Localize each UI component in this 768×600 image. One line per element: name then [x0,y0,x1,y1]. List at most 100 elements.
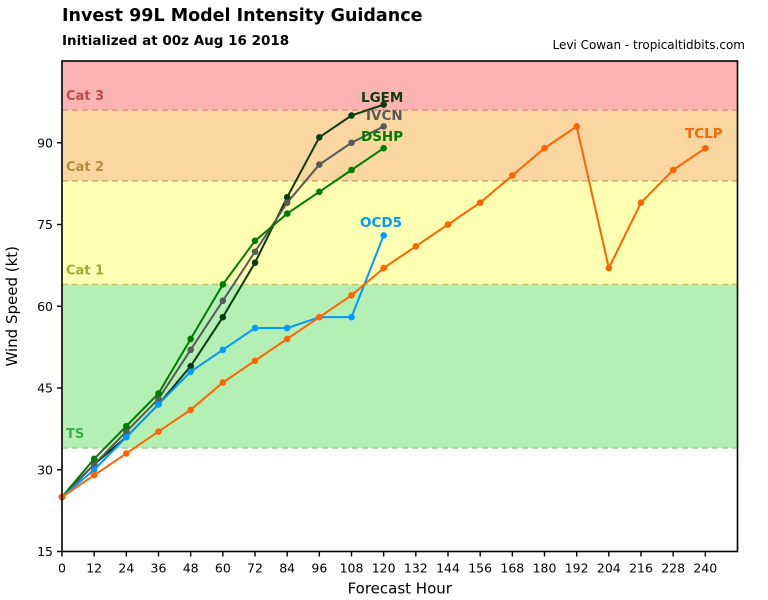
data-point [348,292,355,299]
y-tick-label: 45 [37,381,53,396]
data-point [380,232,387,239]
x-tick-label: 156 [468,561,492,576]
band-label-cat-2: Cat 2 [66,160,104,175]
data-point [251,259,259,266]
data-point [155,390,162,397]
data-point [283,335,291,343]
data-point [316,161,323,168]
data-point [348,139,355,147]
x-tick-label: 240 [693,561,717,576]
x-tick-label: 168 [500,561,524,576]
data-point [187,406,194,414]
band-cat-2 [62,110,738,181]
data-point [251,357,259,365]
band-cat-3 [62,61,738,111]
data-point [90,461,98,468]
data-point [90,455,98,463]
y-tick-label: 90 [37,135,53,150]
data-point [380,144,387,152]
x-tick-label: 108 [340,561,364,576]
x-tick-label: 96 [311,561,327,576]
data-point [348,112,355,119]
data-point [380,101,387,108]
data-point [444,221,452,228]
data-point [155,401,162,408]
series-label-lgem: LGEM [361,90,403,106]
y-axis-label: Wind Speed (kt) [3,246,21,367]
credit-text: Levi Cowan - tropicaltidbits.com [552,38,745,52]
data-point [219,379,227,386]
band-label-cat-1: Cat 1 [66,263,104,278]
data-point [123,422,130,430]
data-point [380,123,387,130]
data-point [283,193,291,201]
band-label-ts: TS [66,427,84,442]
y-tick-label: 30 [37,462,53,477]
y-tick-label: 15 [37,544,53,559]
data-point [509,172,516,179]
data-point [219,313,227,321]
band-cat-1 [62,180,738,285]
data-point [123,450,130,457]
chart-title: Invest 99L Model Intensity Guidance [62,6,423,26]
data-point [412,243,420,250]
data-point [476,199,484,206]
x-tick-label: 192 [565,561,589,576]
x-tick-label: 48 [183,561,199,576]
x-tick-label: 180 [533,561,557,576]
series-dshp: DSHP [58,129,403,501]
data-point [573,123,580,130]
data-point [155,395,162,403]
data-point [669,166,677,174]
data-point [187,362,194,370]
data-point [187,335,194,343]
y-tick-label: 60 [37,299,53,314]
data-point [90,471,98,479]
x-tick-label: 24 [118,561,134,576]
series-tclp: TCLP [58,123,723,501]
data-point [187,368,194,375]
data-point [316,188,323,196]
data-point [283,324,291,332]
x-tick-label: 228 [661,561,685,576]
x-tick-label: 60 [215,561,231,576]
data-point [219,281,227,288]
data-point [316,134,323,141]
y-tick-label: 75 [37,217,53,232]
data-point [348,166,355,174]
x-axis-label: Forecast Hour [348,580,453,598]
data-point [187,346,194,354]
data-point [316,313,323,321]
data-point [219,346,227,354]
data-point [283,210,291,217]
band-td [62,447,738,552]
band-label-cat-3: Cat 3 [66,89,104,104]
data-point [155,428,162,435]
x-tick-label: 132 [404,561,428,576]
data-point [251,324,259,332]
x-tick-label: 120 [372,561,396,576]
x-tick-label: 84 [279,561,295,576]
data-point [380,264,387,272]
x-tick-label: 144 [436,561,460,576]
data-point [123,433,130,441]
data-point [123,428,130,435]
series-label-ocd5: OCD5 [360,215,402,231]
x-tick-label: 36 [151,561,167,576]
data-point [541,144,548,152]
data-point [251,237,259,245]
x-tick-label: 216 [629,561,653,576]
data-point [702,144,709,152]
data-point [251,248,259,256]
data-point [637,199,645,206]
data-point [219,297,227,305]
series-label-dshp: DSHP [361,129,403,145]
x-tick-label: 12 [86,561,102,576]
x-tick-label: 204 [597,561,621,576]
chart-subtitle: Initialized at 00z Aug 16 2018 [62,33,290,49]
series-label-tclp: TCLP [685,126,723,142]
data-point [348,313,355,321]
data-point [90,466,98,474]
